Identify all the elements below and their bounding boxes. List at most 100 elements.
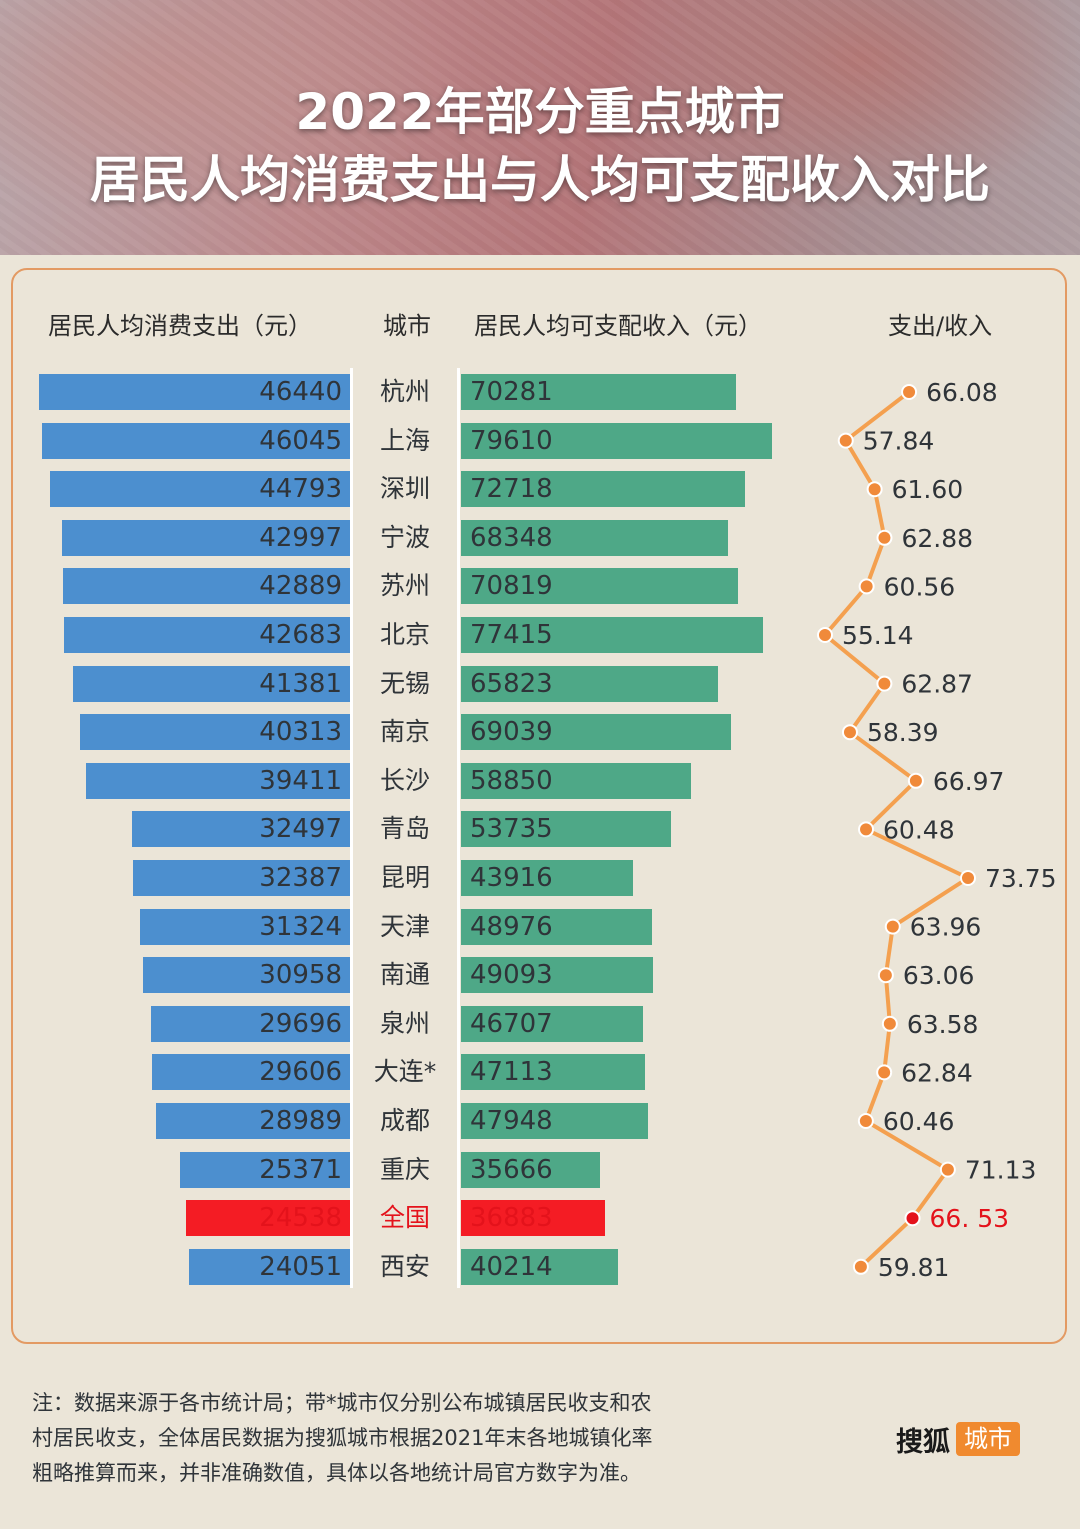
city-label: 青岛 <box>379 814 430 844</box>
expense-value: 46045 <box>259 425 342 456</box>
ratio-label: 63.58 <box>907 1010 979 1039</box>
income-bar <box>461 1054 646 1091</box>
income-value: 49093 <box>470 960 553 991</box>
expense-bar <box>155 1103 350 1139</box>
ratio-label: 60.46 <box>883 1107 955 1136</box>
ratio-point <box>817 627 833 643</box>
expense-value: 40313 <box>259 717 342 748</box>
ratio-label: 66. 53 <box>930 1204 1010 1233</box>
income-bar <box>461 1151 601 1188</box>
ratio-label: 55.14 <box>842 621 914 650</box>
expense-bar <box>80 714 350 751</box>
income-bar <box>461 422 772 459</box>
ratio-point <box>901 384 918 400</box>
expense-value: 32497 <box>259 814 342 845</box>
brand-name: 搜狐 <box>896 1426 950 1458</box>
income-bar <box>461 714 731 751</box>
page-title-line1: 2022年部分重点城市 <box>295 83 785 141</box>
expense-value: 42997 <box>259 522 342 553</box>
city-label: 北京 <box>379 620 430 649</box>
right-divider <box>457 368 460 1288</box>
income-value: 47113 <box>470 1057 553 1088</box>
expense-value: 28989 <box>259 1106 342 1136</box>
ratio-label: 62.87 <box>901 670 973 699</box>
income-bar <box>461 957 653 994</box>
ratio-point <box>841 724 858 741</box>
expense-value: 44793 <box>259 474 342 505</box>
ratio-label: 57.84 <box>863 427 935 456</box>
ratio-label: 63.06 <box>903 961 975 990</box>
ratio-point <box>939 1161 956 1178</box>
ratio-point <box>858 578 875 595</box>
ratio-line-chart: 66.08 57.84 61.60 62.88 60.56 55.14 62.87 58.39… <box>817 378 1057 1282</box>
income-value: 36883 <box>470 1203 553 1234</box>
column-header-ratio: 支出/收入 <box>888 312 993 340</box>
income-bar <box>461 617 764 653</box>
expense-bar <box>41 422 350 459</box>
city-label: 全国 <box>379 1203 430 1233</box>
income-value: 70281 <box>470 377 553 407</box>
city-label: 南京 <box>379 717 430 747</box>
expense-value: 46440 <box>259 377 342 407</box>
ratio-label: 66.08 <box>926 378 998 407</box>
ratio-point <box>852 1258 869 1275</box>
expense-value: 25371 <box>259 1154 342 1185</box>
income-bar <box>461 1005 644 1042</box>
expense-bar <box>180 1151 350 1188</box>
income-value: 53735 <box>470 814 553 845</box>
expense-value: 31324 <box>259 911 342 942</box>
city-label: 西安 <box>379 1251 430 1281</box>
expense-bar <box>188 1248 350 1285</box>
expense-bar <box>142 957 350 994</box>
city-label: 南通 <box>379 960 430 990</box>
city-label: 苏州 <box>379 571 430 601</box>
ratio-point <box>876 529 893 546</box>
city-label: 大连* <box>373 1057 437 1087</box>
city-label: 天津 <box>379 911 430 941</box>
chart-panel <box>11 268 1067 1344</box>
footnote: 注：数据来源于各市统计局；带*城市仅分别公布城镇居民收支和农 村居民收支，全体居… <box>32 1386 792 1491</box>
ratio-label: 73.75 <box>985 864 1057 893</box>
income-value: 58850 <box>470 765 553 796</box>
ratio-point <box>858 821 875 838</box>
expense-bar <box>86 762 350 799</box>
income-value: 47948 <box>470 1106 553 1136</box>
ratio-point <box>904 1210 921 1227</box>
income-bar <box>461 1200 606 1237</box>
expense-value: 24051 <box>259 1251 342 1282</box>
ratio-label: 60.56 <box>884 572 956 601</box>
ratio-point <box>960 870 976 886</box>
income-bar <box>461 1103 649 1139</box>
city-label: 杭州 <box>379 377 430 406</box>
income-bar <box>461 860 633 896</box>
city-label: 无锡 <box>379 668 430 698</box>
expense-value: 39411 <box>259 765 342 796</box>
income-value: 40214 <box>470 1251 553 1282</box>
page-title-line2: 居民人均消费支出与人均可支配收入对比 <box>90 151 990 209</box>
expense-value: 42683 <box>259 620 342 650</box>
city-label: 上海 <box>379 425 430 455</box>
expense-value: 41381 <box>259 668 342 699</box>
ratio-label: 59.81 <box>878 1253 950 1282</box>
income-bar <box>461 568 738 605</box>
ratio-label: 58.39 <box>867 718 939 747</box>
city-label: 成都 <box>379 1106 430 1135</box>
expense-bar <box>151 1005 350 1042</box>
ratio-point <box>884 918 901 935</box>
expense-bar <box>151 1054 350 1091</box>
expense-bar <box>72 665 350 702</box>
expense-bar <box>185 1200 350 1237</box>
ratio-point <box>866 481 883 498</box>
city-label: 昆明 <box>379 863 430 892</box>
income-value: 35666 <box>470 1154 553 1185</box>
expense-value: 42889 <box>259 571 342 602</box>
expense-bar <box>64 617 350 653</box>
footnote-line-3: 粗略推算而来，并非准确数值，具体以各地统计局官方数字为准。 <box>32 1461 641 1485</box>
income-bar <box>461 471 746 508</box>
ratio-point <box>857 1113 874 1129</box>
income-bar <box>461 374 736 410</box>
income-bar <box>461 519 728 556</box>
expense-bar <box>39 374 350 410</box>
expense-value: 29696 <box>259 1008 342 1039</box>
city-label: 深圳 <box>379 474 430 504</box>
